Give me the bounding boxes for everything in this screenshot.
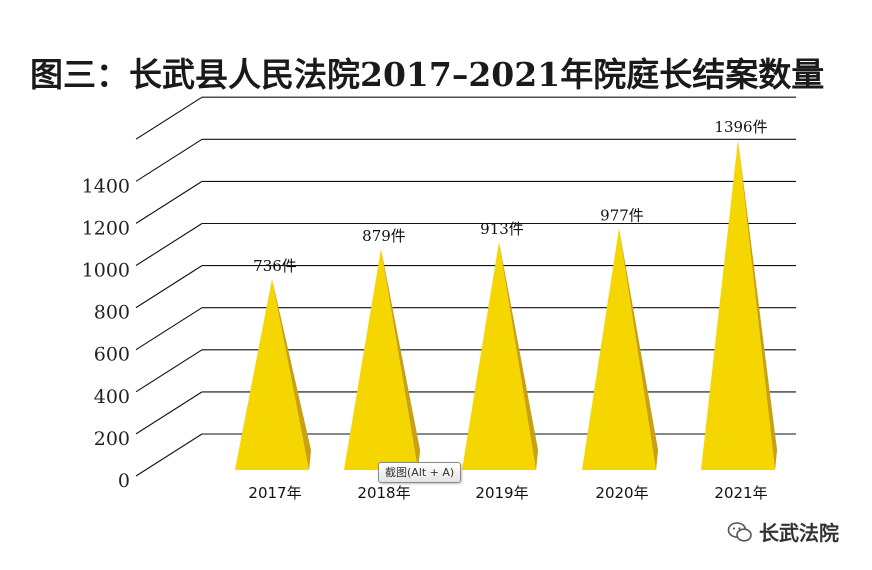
y-tick-label: 1000 <box>82 260 130 282</box>
gridline-diagonal <box>135 223 203 266</box>
gridline-diagonal <box>135 180 203 224</box>
y-tick-label: 800 <box>94 302 130 324</box>
bar-side-edge <box>272 279 311 470</box>
value-label: 977件 <box>600 206 644 224</box>
y-tick-label: 200 <box>94 428 130 450</box>
y-tick-label: 1200 <box>82 217 130 239</box>
value-label: 913件 <box>480 220 524 238</box>
x-tick-label: 2018年 <box>357 484 410 502</box>
bar-2018年 <box>344 248 420 470</box>
bar-front <box>582 228 656 470</box>
bars <box>235 140 777 470</box>
value-label: 736件 <box>253 257 297 275</box>
bar-front <box>235 279 309 470</box>
y-tick-label: 600 <box>94 344 130 366</box>
y-tick-label: 0 <box>118 470 130 492</box>
bar-side-edge <box>619 228 658 470</box>
bar-side-edge <box>499 241 538 470</box>
bar-side-edge <box>738 140 777 470</box>
gridline-diagonal <box>135 349 203 393</box>
gridline-diagonal <box>135 265 203 309</box>
bar-front <box>344 248 418 470</box>
y-tick-label: 400 <box>94 386 130 408</box>
bar-front <box>462 241 536 470</box>
gridline-diagonal <box>135 307 203 351</box>
gridline-diagonal <box>135 96 203 140</box>
x-tick-label: 2019年 <box>475 484 528 502</box>
gridline-diagonal <box>135 138 203 182</box>
y-axis: 0 200 400 600 800 1000 1200 1400 <box>82 175 130 492</box>
bar-2020年 <box>582 228 658 470</box>
gridline-diagonal <box>135 391 203 435</box>
value-label: 879件 <box>362 227 406 245</box>
x-tick-label: 2021年 <box>714 484 767 502</box>
bar-2021年 <box>701 140 777 470</box>
wechat-icon <box>727 521 752 542</box>
labels: 736件 2017年 879件 2018年 913件 2019年 977件 2020年 1396… <box>248 118 767 502</box>
grid <box>135 96 796 477</box>
bar-2019年 <box>462 241 538 470</box>
y-tick-label: 1400 <box>82 175 130 197</box>
watermark-text: 长武法院 <box>759 521 839 545</box>
x-tick-label: 2020年 <box>595 484 648 502</box>
chart-title: 图三：长武县人民法院2017–2021年院庭长结案数量 <box>30 55 825 94</box>
gridline-diagonal <box>135 433 203 477</box>
x-tick-label: 2017年 <box>248 484 301 502</box>
bar-2017年 <box>235 279 311 470</box>
bar-front <box>701 140 775 470</box>
screenshot-tooltip: 截图(Alt + A) <box>378 462 462 483</box>
bar-side-edge <box>381 248 420 470</box>
value-label: 1396件 <box>714 118 767 136</box>
watermark: 长武法院 <box>727 517 839 546</box>
